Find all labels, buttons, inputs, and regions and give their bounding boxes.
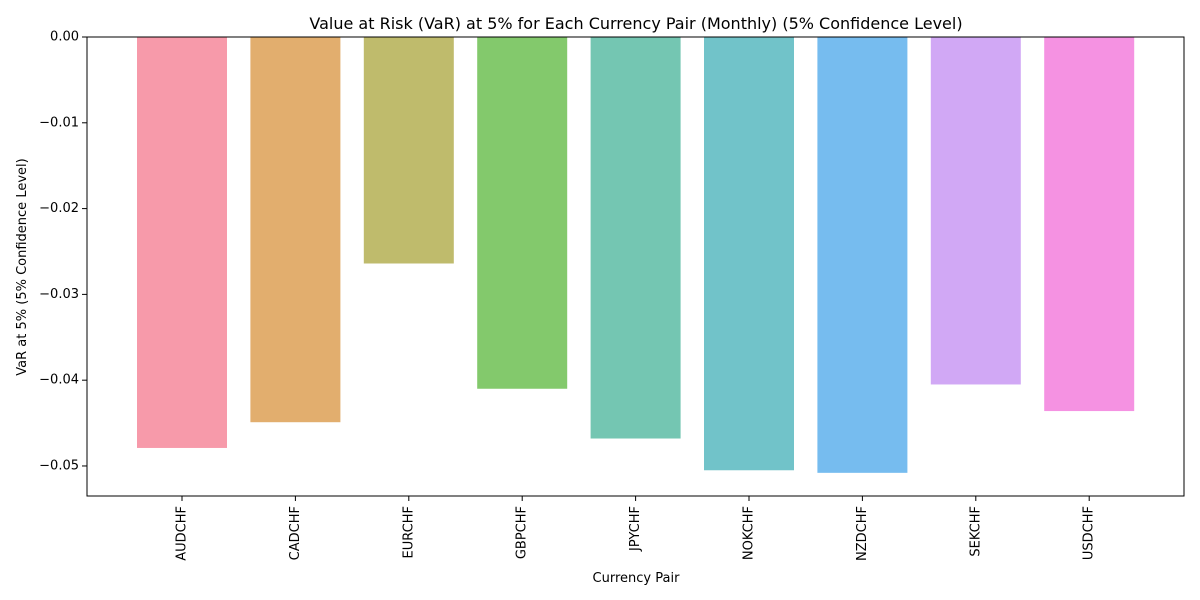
bar-nokchf	[704, 37, 794, 471]
x-tick-label: GBPCHF	[515, 506, 530, 559]
bar-audchf	[137, 37, 227, 448]
x-tick-label: CADCHF	[288, 506, 303, 560]
y-tick-label: −0.02	[39, 201, 79, 216]
x-tick-label: NZDCHF	[855, 506, 870, 561]
y-tick-label: −0.04	[39, 373, 79, 388]
x-tick-label: USDCHF	[1082, 506, 1097, 560]
x-axis-label: Currency Pair	[593, 571, 681, 586]
x-tick-label: EURCHF	[401, 506, 416, 558]
bar-cadchf	[250, 37, 341, 423]
bar-sekchf	[930, 37, 1021, 385]
chart-title: Value at Risk (VaR) at 5% for Each Curre…	[309, 14, 962, 33]
bars-group	[137, 37, 1135, 473]
x-tick-label: NOKCHF	[742, 506, 757, 560]
bar-gbpchf	[477, 37, 568, 389]
y-tick-label: −0.03	[39, 287, 79, 302]
x-tick-label: AUDCHF	[175, 506, 190, 561]
bar-eurchf	[363, 37, 454, 264]
y-tick-label: −0.01	[39, 115, 79, 130]
y-tick-label: −0.05	[39, 458, 79, 473]
y-axis-label: VaR at 5% (5% Confidence Level)	[15, 158, 30, 375]
bar-jpychf	[590, 37, 681, 439]
plot-frame	[86, 36, 1185, 497]
bar-nzdchf	[817, 37, 908, 473]
x-axis: AUDCHF CADCHF EURCHF GBPCHF JPYCHF NOKCHF NZDC…	[175, 496, 1097, 561]
y-axis: 0.00 −0.01 −0.02 −0.03 −0.04 −0.05	[39, 30, 87, 473]
y-tick-label: 0.00	[50, 30, 79, 45]
bar-usdchf	[1044, 37, 1135, 412]
x-tick-label: SEKCHF	[968, 506, 983, 557]
x-tick-label: JPYCHF	[628, 506, 643, 552]
